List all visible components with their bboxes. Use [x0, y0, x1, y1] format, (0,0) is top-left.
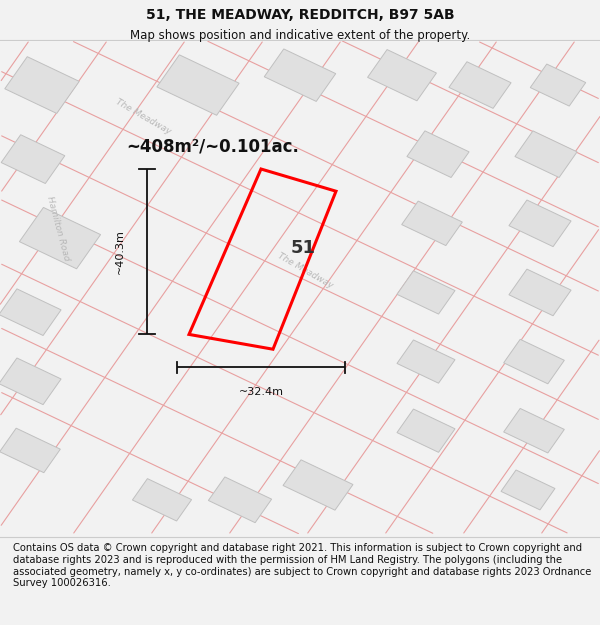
Text: ~408m²/~0.101ac.: ~408m²/~0.101ac. — [126, 138, 299, 156]
Polygon shape — [208, 477, 272, 522]
Polygon shape — [1, 135, 65, 184]
Polygon shape — [501, 470, 555, 510]
Text: 51, THE MEADWAY, REDDITCH, B97 5AB: 51, THE MEADWAY, REDDITCH, B97 5AB — [146, 8, 454, 22]
Polygon shape — [0, 428, 61, 472]
Polygon shape — [515, 131, 577, 178]
Polygon shape — [264, 49, 336, 101]
Text: Hamilton Road: Hamilton Road — [45, 195, 71, 262]
Polygon shape — [407, 131, 469, 178]
Polygon shape — [0, 289, 61, 336]
Polygon shape — [397, 271, 455, 314]
Polygon shape — [368, 49, 436, 101]
Polygon shape — [133, 479, 191, 521]
Polygon shape — [0, 358, 61, 404]
Text: Map shows position and indicative extent of the property.: Map shows position and indicative extent… — [130, 29, 470, 42]
Text: The Meadway: The Meadway — [276, 251, 335, 290]
Polygon shape — [283, 460, 353, 510]
Polygon shape — [449, 62, 511, 108]
Polygon shape — [5, 57, 79, 114]
Polygon shape — [503, 339, 565, 384]
Text: 51: 51 — [290, 239, 316, 257]
Polygon shape — [397, 409, 455, 452]
Polygon shape — [509, 269, 571, 316]
Text: ~40.3m: ~40.3m — [115, 229, 125, 274]
Polygon shape — [503, 408, 565, 453]
Text: Contains OS data © Crown copyright and database right 2021. This information is : Contains OS data © Crown copyright and d… — [13, 543, 592, 588]
Text: ~32.4m: ~32.4m — [238, 387, 283, 397]
Polygon shape — [401, 201, 463, 246]
Polygon shape — [509, 200, 571, 247]
Text: The Meadway: The Meadway — [114, 98, 173, 137]
Polygon shape — [157, 55, 239, 115]
Polygon shape — [397, 340, 455, 383]
Polygon shape — [530, 64, 586, 106]
Polygon shape — [19, 208, 101, 269]
